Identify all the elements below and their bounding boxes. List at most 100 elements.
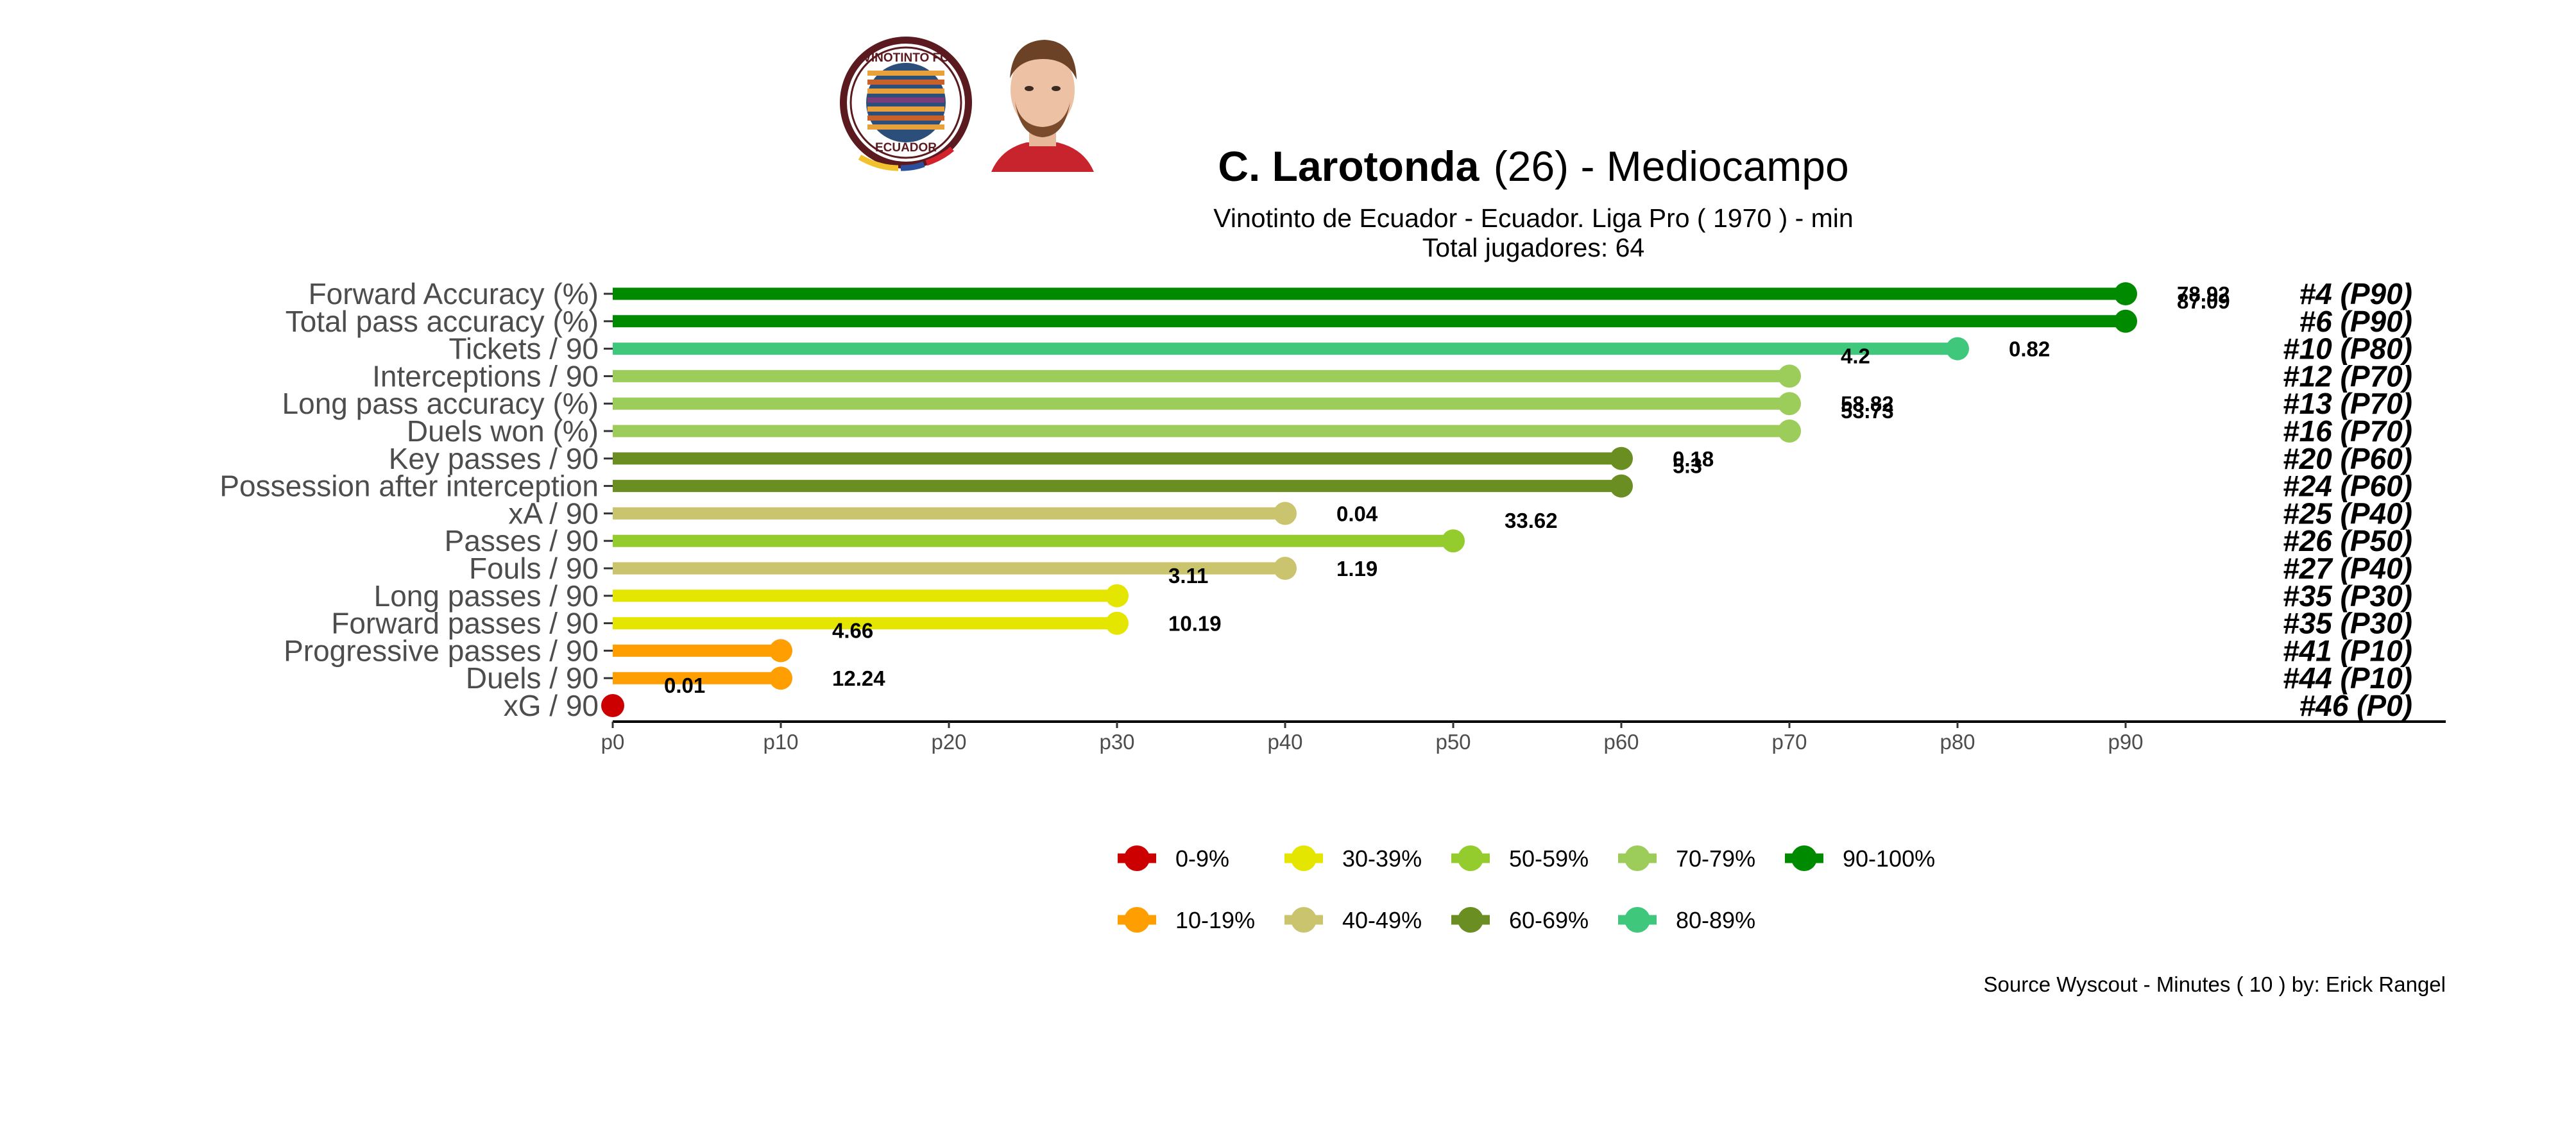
value-label: 12.24 bbox=[832, 666, 885, 690]
metric-row: Total pass accuracy (%) 87.09 #6 (P90) bbox=[286, 289, 2412, 338]
legend-label: 60-69% bbox=[1509, 907, 1589, 933]
chart-subtitle: Vinotinto de Ecuador - Ecuador. Liga Pro… bbox=[1213, 203, 1853, 233]
legend-item: 30-39% bbox=[1284, 845, 1422, 872]
value-label: 5.3 bbox=[1673, 454, 1702, 478]
metric-label: Tickets / 90 bbox=[449, 332, 599, 366]
player-age-position: (26) - Mediocampo bbox=[1494, 142, 1849, 190]
rank-label: #24 (P60) bbox=[2283, 470, 2412, 503]
lollipop-dot bbox=[601, 694, 624, 717]
legend-label: 0-9% bbox=[1175, 845, 1229, 872]
lollipop-dot bbox=[1274, 502, 1297, 525]
metric-row: Progressive passes / 90 4.66 #41 (P10) bbox=[284, 618, 2412, 667]
metric-row: Fouls / 90 1.19 #27 (P40) bbox=[469, 552, 2412, 585]
x-tick-label: p80 bbox=[1940, 730, 1975, 754]
rank-label: #4 (P90) bbox=[2299, 277, 2412, 310]
legend-label: 80-89% bbox=[1676, 907, 1755, 933]
lollipop-dot bbox=[1778, 420, 1801, 443]
rank-label: #12 (P70) bbox=[2283, 359, 2412, 393]
badge-flag-yellow bbox=[858, 155, 899, 171]
legend-item: 50-59% bbox=[1451, 845, 1589, 872]
lollipop-dot bbox=[769, 666, 792, 690]
badge-flag-blue bbox=[900, 161, 925, 171]
metric-label: xA / 90 bbox=[508, 496, 599, 530]
legend-swatch-dot bbox=[1124, 907, 1150, 933]
rank-label: #10 (P80) bbox=[2283, 332, 2412, 366]
x-tick-label: p90 bbox=[2108, 730, 2143, 754]
badge-inner-border bbox=[849, 46, 962, 159]
legend-label: 30-39% bbox=[1342, 845, 1422, 872]
value-label: 0.04 bbox=[1336, 502, 1378, 525]
badge-stripes bbox=[867, 71, 944, 130]
metric-label: Key passes / 90 bbox=[389, 442, 599, 475]
chart-legend: 0-9% 10-19% 30-39% 40-49% 50-59% 60-69% 70-79%… bbox=[1118, 845, 1935, 933]
legend-item: 0-9% bbox=[1118, 845, 1229, 872]
metric-row: xA / 90 0.04 #25 (P40) bbox=[508, 496, 2412, 530]
legend-swatch-dot bbox=[1625, 845, 1650, 871]
legend-swatch-dot bbox=[1458, 907, 1483, 933]
lollipop-dot bbox=[1610, 446, 1633, 470]
metric-row: Key passes / 90 0.18 #20 (P60) bbox=[389, 442, 2412, 475]
rank-label: #26 (P50) bbox=[2283, 524, 2412, 557]
value-label: 78.92 bbox=[2177, 282, 2230, 306]
metric-label: Forward passes / 90 bbox=[331, 607, 599, 640]
legend-swatch-dot bbox=[1291, 845, 1317, 871]
x-tick-label: p40 bbox=[1267, 730, 1302, 754]
metric-label: Interceptions / 90 bbox=[372, 359, 599, 393]
rank-label: #41 (P10) bbox=[2283, 634, 2412, 667]
lollipop-dot bbox=[2114, 309, 2137, 333]
x-tick-label: p10 bbox=[763, 730, 798, 754]
rank-label: #35 (P30) bbox=[2283, 579, 2412, 613]
metric-row: Passes / 90 33.62 #26 (P50) bbox=[445, 509, 2412, 557]
rank-label: #13 (P70) bbox=[2283, 387, 2412, 420]
rank-label: #27 (P40) bbox=[2283, 552, 2412, 585]
metric-row: Duels / 90 12.24 #44 (P10) bbox=[466, 661, 2412, 695]
player-name: C. Larotonda bbox=[1218, 142, 1480, 190]
metric-label: Duels won (%) bbox=[407, 414, 599, 448]
x-tick-label: p0 bbox=[601, 730, 625, 754]
legend-item: 70-79% bbox=[1618, 845, 1755, 872]
legend-label: 70-79% bbox=[1676, 845, 1755, 872]
metric-label: Forward Accuracy (%) bbox=[309, 277, 599, 310]
x-tick-label: p30 bbox=[1099, 730, 1134, 754]
legend-swatch-dot bbox=[1791, 845, 1817, 871]
player-hair bbox=[1010, 40, 1077, 80]
metric-row: Long passes / 90 3.11 #35 (P30) bbox=[374, 564, 2412, 613]
lollipop-dot bbox=[1274, 557, 1297, 580]
legend-swatch-dot bbox=[1124, 845, 1150, 871]
metric-row: Interceptions / 90 4.2 #12 (P70) bbox=[372, 344, 2412, 393]
rank-label: #35 (P30) bbox=[2283, 607, 2412, 640]
metric-label: Total pass accuracy (%) bbox=[286, 305, 599, 338]
player-beard bbox=[1015, 101, 1070, 137]
value-label: 0.82 bbox=[2009, 337, 2050, 361]
rank-label: #6 (P90) bbox=[2299, 305, 2412, 338]
legend-label: 90-100% bbox=[1843, 845, 1935, 872]
player-shirt bbox=[991, 142, 1094, 172]
x-tick-label: p50 bbox=[1435, 730, 1471, 754]
value-label: 58.82 bbox=[1841, 392, 1894, 416]
metric-row: Forward Accuracy (%) 78.92 #4 (P90) bbox=[309, 277, 2412, 310]
metric-row: Duels won (%) 53.73 #16 (P70) bbox=[407, 399, 2412, 448]
legend-swatch-dot bbox=[1458, 845, 1483, 871]
legend-swatch-dot bbox=[1291, 907, 1317, 933]
value-label: 53.73 bbox=[1841, 399, 1894, 423]
legend-item: 40-49% bbox=[1284, 907, 1422, 933]
value-label: 0.18 bbox=[1673, 447, 1714, 471]
lollipop-dot bbox=[1610, 474, 1633, 498]
value-label: 10.19 bbox=[1168, 612, 1222, 636]
metric-label: Long pass accuracy (%) bbox=[282, 387, 599, 420]
lollipop-dot bbox=[1946, 337, 1969, 360]
chart-title: C. Larotonda (26) - Mediocampo bbox=[1218, 142, 1848, 190]
metric-row: Possession after interception 5.3 #24 (P60… bbox=[219, 454, 2412, 503]
metric-label: Fouls / 90 bbox=[469, 552, 599, 585]
lollipop-dot bbox=[769, 639, 792, 663]
legend-item: 60-69% bbox=[1451, 907, 1589, 933]
badge-bottom-text: ECUADOR bbox=[875, 141, 937, 155]
metric-label: Possession after interception bbox=[219, 470, 599, 503]
rank-label: #44 (P10) bbox=[2283, 661, 2412, 695]
metric-label: Duels / 90 bbox=[466, 661, 599, 695]
value-label: 0.01 bbox=[664, 674, 705, 697]
legend-item: 90-100% bbox=[1785, 845, 1935, 872]
value-label: 1.19 bbox=[1336, 557, 1378, 581]
legend-swatch-dot bbox=[1625, 907, 1650, 933]
